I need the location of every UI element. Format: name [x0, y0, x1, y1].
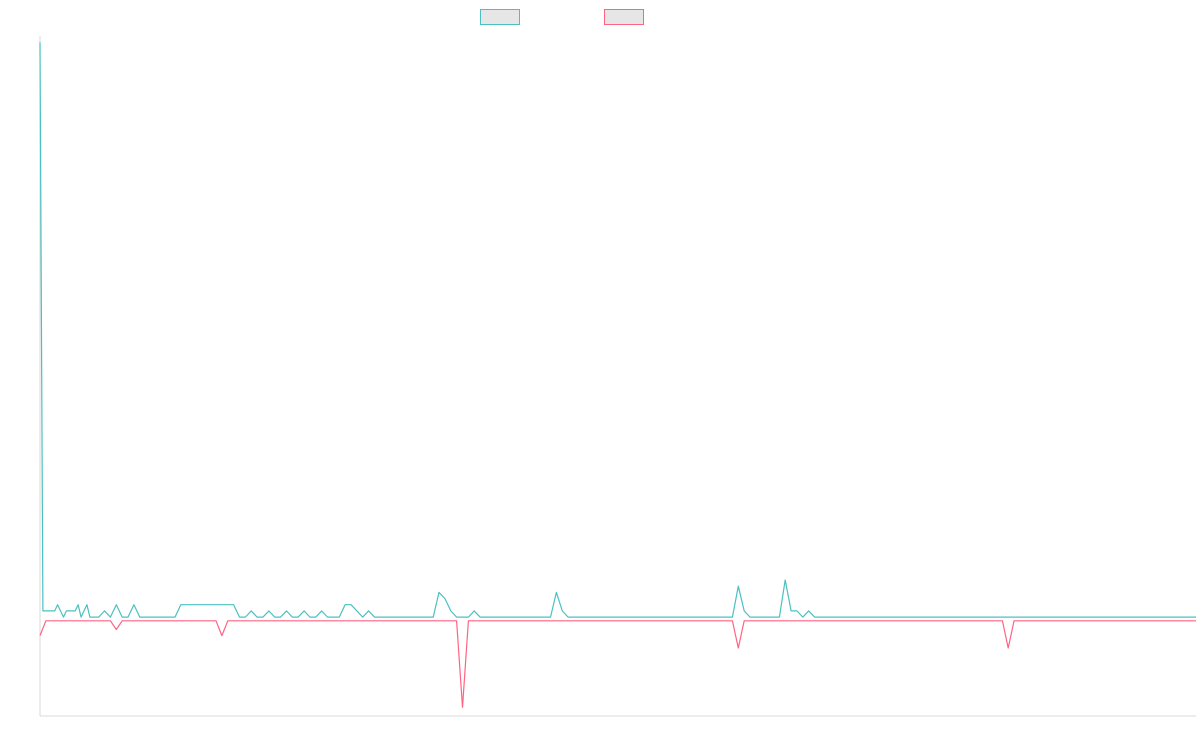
pink-series-line [39, 620, 1196, 708]
legend-swatch-teal-series[interactable] [480, 9, 520, 25]
teal-series-line [39, 42, 1196, 618]
series-layer [39, 42, 1196, 708]
legend-swatch-pink-series[interactable] [604, 9, 644, 25]
